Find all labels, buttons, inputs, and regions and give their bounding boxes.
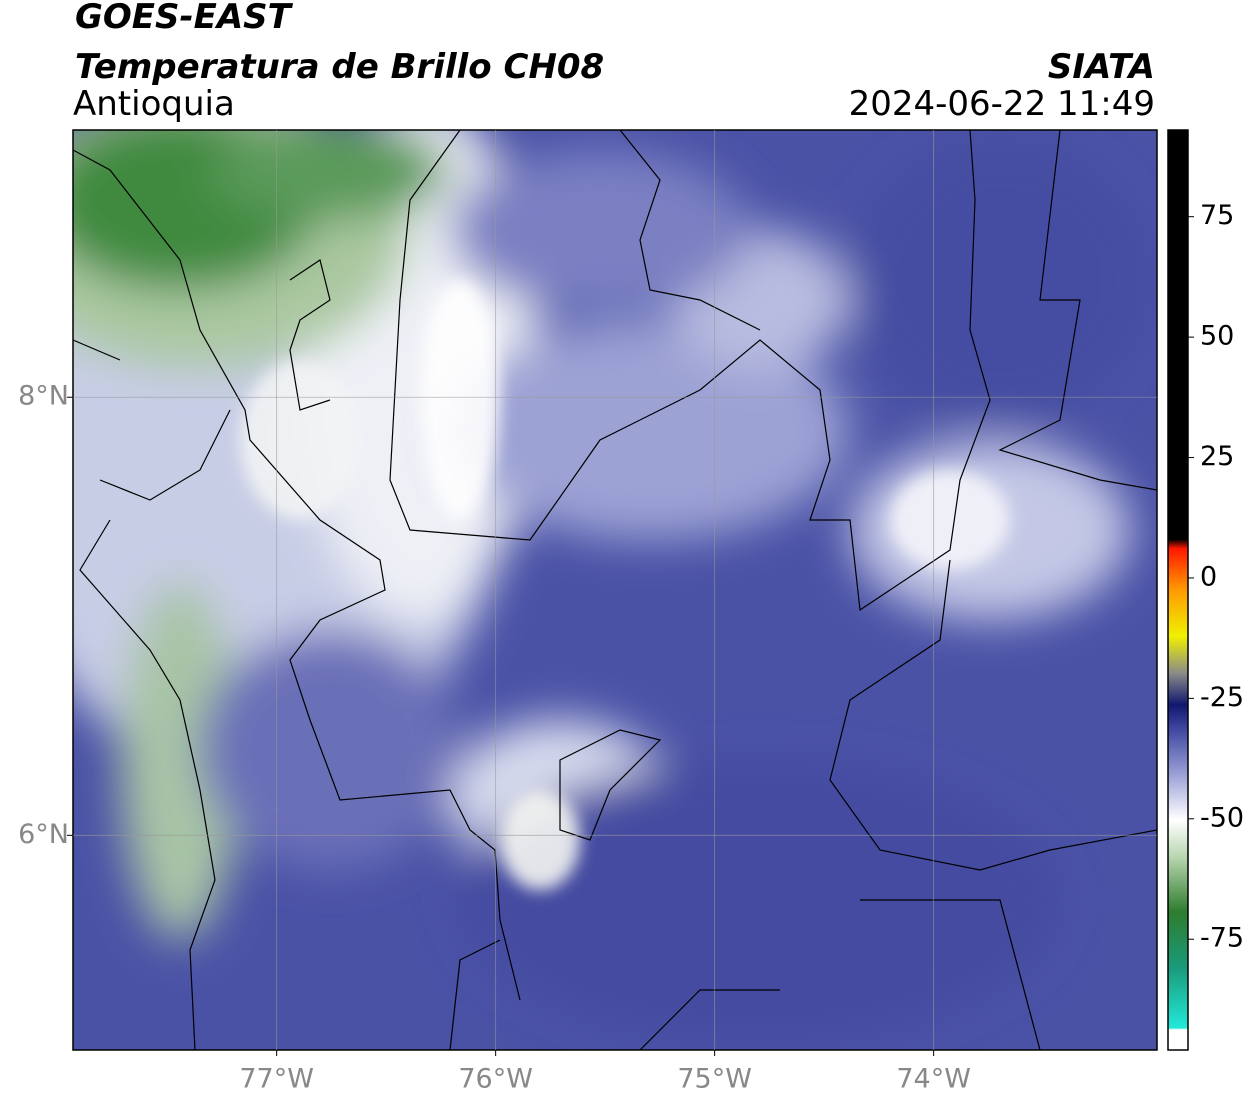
lat-tick-label: 6°N [18,819,69,850]
product: Temperatura de Brillo CH08 [75,47,604,87]
region: Antioquia [73,84,235,124]
colorbar-tick-label: 75 [1200,200,1234,231]
imagery [73,130,1157,1050]
datetime: 2024-06-22 11:49 [849,84,1155,124]
colorbar-tick-label: 25 [1200,441,1234,472]
colorbar-tick-label: -25 [1200,682,1244,713]
colorbar [1167,129,1189,1051]
lat-tick-label: 8°N [18,381,69,412]
lon-tick-label: 75°W [677,1064,752,1095]
lon-tick-label: 76°W [458,1064,533,1095]
map-frame [72,129,1158,1051]
lon-tick-label: 74°W [896,1064,971,1095]
colorbar-tick-label: 0 [1200,561,1217,592]
source: SIATA [1048,47,1155,87]
lon-tick-label: 77°W [239,1064,314,1095]
colorbar-tick-label: -75 [1200,923,1244,954]
colorbar-tick-label: -50 [1200,802,1244,833]
satellite: GOES-EAST [75,0,294,37]
colorbar-tick-label: 50 [1200,321,1234,352]
